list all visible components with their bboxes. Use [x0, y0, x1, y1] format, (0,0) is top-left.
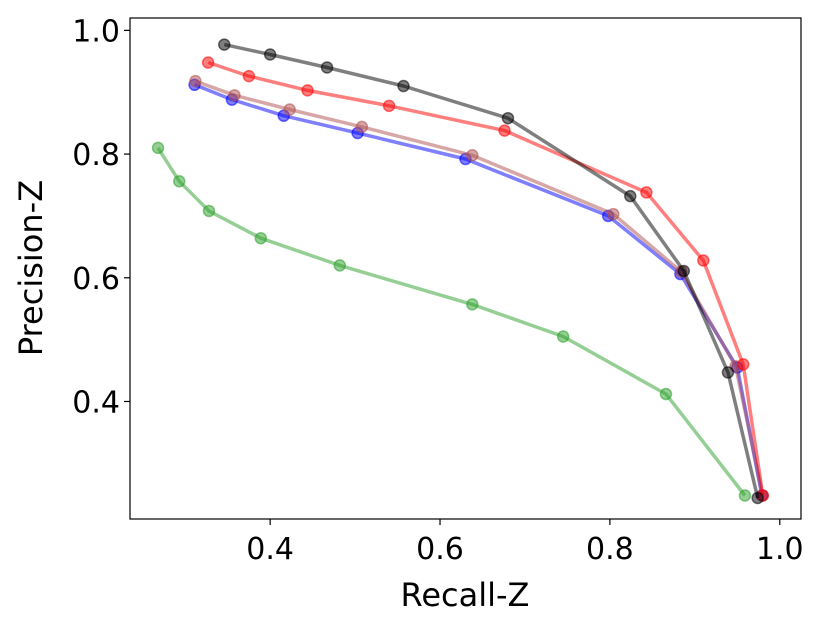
- y-tick: 0.6: [72, 262, 130, 297]
- data-point-red: [498, 124, 511, 137]
- y-axis: 0.4 0.6 0.8 1.0 Precision-Z: [12, 14, 130, 420]
- data-point-green: [173, 175, 186, 188]
- data-point-black: [320, 61, 334, 74]
- data-point-red: [640, 186, 653, 199]
- data-point-red: [201, 56, 215, 69]
- x-tick: 0.6: [416, 519, 464, 567]
- data-point-red: [697, 254, 710, 267]
- data-point-green: [738, 489, 752, 502]
- data-point-brown: [607, 207, 620, 221]
- data-point-black: [751, 491, 764, 505]
- data-point-brown: [355, 120, 369, 134]
- x-axis-title: Recall-Z: [401, 576, 530, 614]
- data-point-black: [721, 366, 735, 379]
- series-line-brown: [194, 79, 765, 496]
- data-point-green: [659, 387, 673, 401]
- y-tick-label: 0.8: [72, 138, 120, 173]
- data-point-black: [677, 264, 691, 278]
- x-tick: 1.0: [756, 519, 804, 567]
- data-point-black: [218, 38, 231, 51]
- x-tick: 0.8: [586, 519, 634, 567]
- data-point-brown: [466, 149, 479, 162]
- data-point-green: [151, 141, 165, 155]
- x-axis: 0.4 0.6 0.8 1.0 Recall-Z: [246, 519, 804, 614]
- data-point-black: [397, 79, 410, 93]
- y-axis-title: Precision-Z: [12, 180, 50, 356]
- data-point-red: [736, 358, 750, 371]
- x-tick-label: 1.0: [756, 532, 804, 567]
- data-point-green: [202, 204, 216, 218]
- data-point-red: [382, 99, 396, 113]
- series-line-green: [156, 146, 747, 497]
- data-point-black: [501, 111, 515, 125]
- y-tick-label: 0.6: [72, 262, 120, 297]
- plot-frame: [129, 17, 802, 520]
- data-point-brown: [283, 103, 296, 116]
- data-point-green: [556, 330, 570, 343]
- series-black: [218, 38, 764, 505]
- data-point-green: [333, 259, 347, 272]
- series-red: [201, 56, 770, 502]
- series-green: [151, 141, 752, 502]
- data-point-black: [624, 189, 637, 203]
- x-tick: 0.4: [246, 519, 294, 567]
- series-layer: [151, 38, 770, 505]
- series-line-blue: [193, 83, 764, 496]
- data-point-brown: [189, 74, 202, 88]
- data-point-red: [301, 84, 314, 97]
- data-point-green: [466, 298, 479, 311]
- y-tick-label: 0.4: [72, 385, 120, 420]
- data-point-brown: [228, 89, 241, 102]
- data-point-black: [263, 48, 277, 61]
- x-tick-label: 0.4: [246, 532, 294, 567]
- series-brown: [189, 74, 770, 502]
- data-point-red: [242, 69, 256, 83]
- data-point-green: [254, 231, 268, 245]
- x-tick-label: 0.6: [416, 532, 464, 567]
- y-tick-label: 1.0: [72, 14, 120, 49]
- y-tick: 0.4: [72, 385, 130, 420]
- series-blue: [188, 78, 769, 502]
- y-tick: 1.0: [72, 14, 130, 49]
- y-tick: 0.8: [72, 138, 130, 173]
- x-tick-label: 0.8: [586, 532, 634, 567]
